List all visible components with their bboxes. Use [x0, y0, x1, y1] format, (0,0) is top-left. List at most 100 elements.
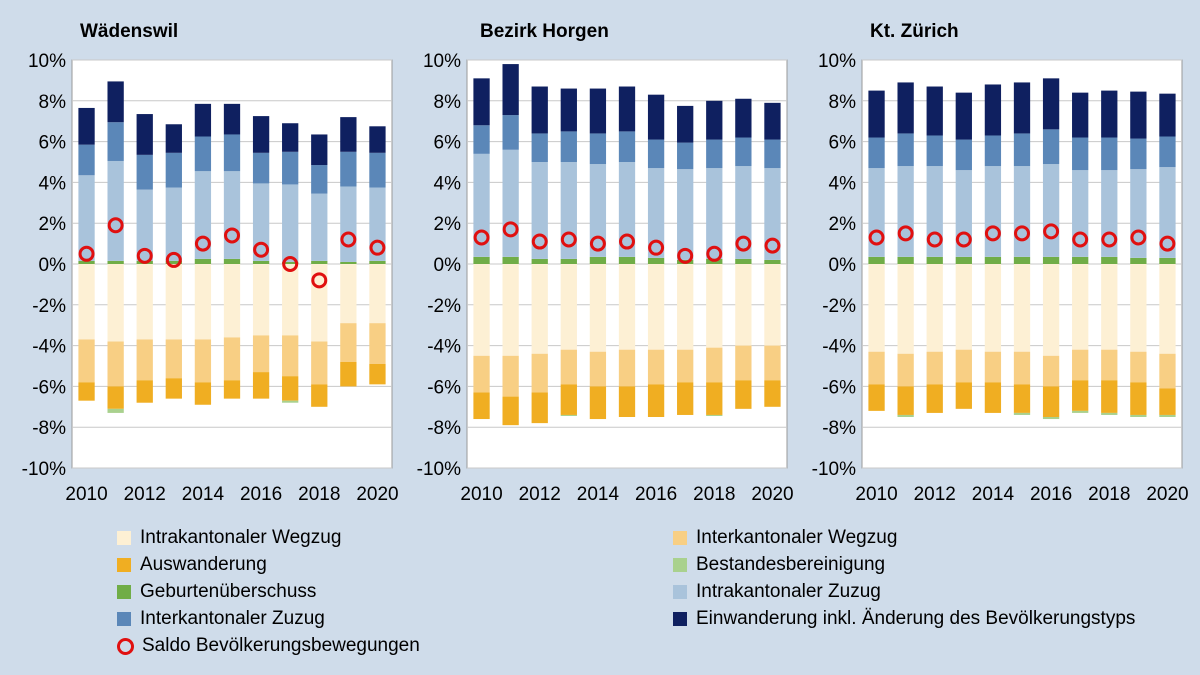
legend-label: Interkantonaler Wegzug — [696, 527, 898, 548]
y-tick-label: -4% — [427, 337, 461, 358]
bar-segment — [984, 264, 1002, 352]
saldo-marker — [136, 247, 153, 264]
bar-segment — [868, 90, 885, 138]
bar-segment — [764, 259, 781, 264]
bar-segment — [647, 139, 665, 169]
bar-segment — [194, 103, 212, 137]
x-tick-label: 2018 — [298, 484, 340, 505]
bar-segment — [589, 386, 607, 420]
y-tick-label: -4% — [32, 337, 66, 358]
bar-segment — [502, 256, 519, 264]
y-tick-label: -8% — [32, 418, 66, 439]
bar-segment — [764, 345, 781, 381]
bar-segment — [1101, 380, 1118, 413]
bar-segment — [589, 264, 607, 352]
chart-title: Wädenswil — [80, 21, 178, 42]
bar-segment — [1013, 412, 1031, 415]
bar-segment — [735, 345, 752, 381]
bar-segment — [165, 124, 182, 153]
bar-segment — [647, 349, 665, 385]
bar-segment — [1101, 256, 1118, 264]
bar-segment — [618, 131, 636, 162]
bar-segment — [194, 264, 212, 340]
saldo-marker — [1043, 223, 1060, 240]
bar-segment — [1130, 138, 1147, 170]
bar-segment — [984, 166, 1002, 257]
y-tick-label: 10% — [423, 51, 461, 72]
bar-segment — [473, 78, 490, 126]
bar-segment — [1013, 351, 1031, 385]
bar-segment — [560, 264, 577, 350]
bar-segment — [223, 258, 241, 264]
charts-svg: 10% 8% 6% 4% 2% 0% -2% -4% -6% -8% -10% 2010 2012 201… — [22, 21, 1189, 505]
bar-segment — [136, 339, 153, 381]
saldo-marker — [165, 251, 182, 268]
bar-segment — [282, 400, 299, 403]
bar-segment — [735, 264, 752, 346]
saldo-marker — [282, 256, 299, 272]
chart-panel-1: 10% 8% 6% 4% 2% 0% -2% -4% -6% -8% -10% 2010 2012 201… — [22, 21, 399, 505]
bar-segment — [1101, 412, 1118, 415]
bar-segment — [1159, 257, 1176, 264]
x-tick-label: 2012 — [914, 484, 956, 505]
bar-segment — [735, 258, 752, 264]
bar-segment — [282, 264, 299, 336]
bar-segment — [223, 264, 241, 338]
bar-segment — [473, 392, 490, 420]
legend-label: Interkantonaler Zuzug — [140, 608, 325, 629]
saldo-marker — [1072, 231, 1089, 248]
bar-segment — [647, 264, 665, 350]
bar-segment — [560, 258, 577, 264]
bar-segment — [194, 339, 212, 383]
bar-segment — [868, 137, 885, 169]
bar-segment — [897, 386, 914, 415]
bar-segment — [223, 337, 241, 381]
bar-segment — [369, 264, 386, 324]
bar-segment — [1072, 256, 1089, 264]
bar-segment — [473, 125, 490, 154]
saldo-marker — [589, 235, 606, 252]
bar-segment — [1013, 384, 1031, 413]
bar-segment — [165, 378, 182, 399]
bar-segment — [340, 361, 357, 387]
bar-segment — [369, 323, 386, 364]
y-tick-label: -6% — [32, 377, 66, 398]
bar-segment — [136, 189, 153, 261]
bar-segment — [340, 264, 357, 324]
bar-segment — [897, 353, 914, 387]
bar-segment — [735, 137, 752, 167]
bar-segment — [618, 386, 636, 417]
saldo-marker — [473, 229, 490, 246]
bar-segment — [1042, 78, 1060, 130]
bar-segment — [473, 355, 490, 393]
bar-segment — [311, 341, 328, 385]
saldo-marker — [648, 239, 665, 256]
bar-segment — [677, 105, 694, 143]
bar-segment — [1130, 414, 1147, 417]
y-tick-label: 8% — [829, 92, 857, 113]
y-tick-label: 6% — [39, 133, 67, 154]
saldo-marker — [340, 231, 357, 248]
bar-segment — [560, 349, 577, 385]
bar-segment — [78, 144, 95, 176]
bar-segment — [618, 264, 636, 350]
bar-segment — [78, 175, 95, 261]
x-tick-label: 2016 — [240, 484, 282, 505]
bar-segment — [677, 142, 694, 170]
bar-segment — [955, 264, 972, 350]
x-tick-label: 2020 — [1146, 484, 1188, 505]
bar-segment — [78, 260, 95, 264]
saldo-marker — [560, 231, 577, 248]
bar-segment — [502, 64, 519, 116]
bar-segment — [502, 115, 519, 150]
legend-marker-icon — [117, 637, 134, 655]
bar-segment — [282, 184, 299, 262]
bar-segment — [369, 363, 386, 385]
saldo-marker — [868, 229, 885, 246]
bar-segment — [589, 88, 607, 134]
bar-segment — [764, 380, 781, 407]
y-tick-label: 10% — [818, 51, 856, 72]
bar-segment — [531, 133, 548, 162]
bar-segment — [1130, 351, 1147, 383]
bar-segment — [1101, 349, 1118, 381]
